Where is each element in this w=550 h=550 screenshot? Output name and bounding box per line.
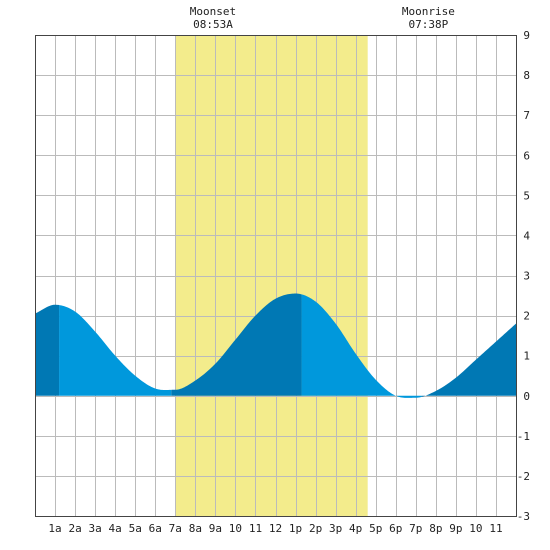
tide-area-falling: [59, 305, 172, 396]
x-tick-label: 10: [229, 522, 242, 535]
x-tick-label: 7a: [169, 522, 182, 535]
moon-event-label: Moonrise: [402, 5, 455, 18]
tide-area-falling: [301, 294, 422, 398]
tide-area-rising: [171, 293, 302, 396]
y-tick-label: 2: [523, 310, 530, 323]
x-tick-label: 5p: [369, 522, 382, 535]
y-tick-label: -1: [517, 430, 530, 443]
y-tick-label: 5: [523, 189, 530, 202]
x-tick-label: 3a: [89, 522, 102, 535]
y-tick-label: 9: [523, 29, 530, 42]
y-tick-label: 3: [523, 270, 530, 283]
y-tick-label: -3: [517, 510, 530, 523]
moon-event-time: 08:53A: [193, 18, 233, 31]
y-tick-label: 8: [523, 69, 530, 82]
x-tick-label: 1a: [48, 522, 61, 535]
y-tick-label: 6: [523, 149, 530, 162]
y-tick-label: 0: [523, 390, 530, 403]
x-tick-label: 8a: [189, 522, 202, 535]
x-tick-label: 12: [269, 522, 282, 535]
x-tick-labels: 1a 2a 3a 4a 5a 6a 7a 8a 9a 10 11 12 1p 2p 3p 4p 5p 6p 7p 8p…: [48, 522, 502, 535]
x-tick-label: 4a: [109, 522, 122, 535]
x-tick-label: 4p: [349, 522, 362, 535]
grid-layer: [35, 35, 516, 516]
tide-area-rising: [35, 304, 60, 396]
x-tick-label: 10: [469, 522, 482, 535]
x-tick-label: 3p: [329, 522, 342, 535]
x-tick-label: 11: [489, 522, 502, 535]
y-tick-labels: 9 8 7 6 5 4 3 2 1 0 -1 -2 -3: [517, 29, 531, 523]
x-tick-label: 6a: [149, 522, 162, 535]
y-tick-label: 7: [523, 109, 530, 122]
y-tick-label: 1: [523, 350, 530, 363]
y-tick-label: -2: [517, 470, 530, 483]
x-tick-label: 8p: [429, 522, 442, 535]
x-tick-label: 9a: [209, 522, 222, 535]
x-tick-label: 11: [249, 522, 262, 535]
x-tick-label: 5a: [129, 522, 142, 535]
plot-frame: [35, 35, 517, 517]
moon-event-time: 07:38P: [409, 18, 449, 31]
daylight-band: [175, 35, 368, 516]
x-tick-label: 6p: [389, 522, 402, 535]
x-tick-label: 7p: [409, 522, 422, 535]
daylight-band-layer: [175, 35, 368, 516]
moon-event-label: Moonset: [190, 5, 236, 18]
x-tick-label: 9p: [449, 522, 462, 535]
y-tick-label: 4: [523, 229, 530, 242]
x-tick-label: 2a: [68, 522, 81, 535]
tide-area-rising: [421, 323, 516, 397]
x-tick-label: 2p: [309, 522, 322, 535]
tide-area-layer: [35, 293, 516, 398]
x-tick-label: 1p: [289, 522, 302, 535]
